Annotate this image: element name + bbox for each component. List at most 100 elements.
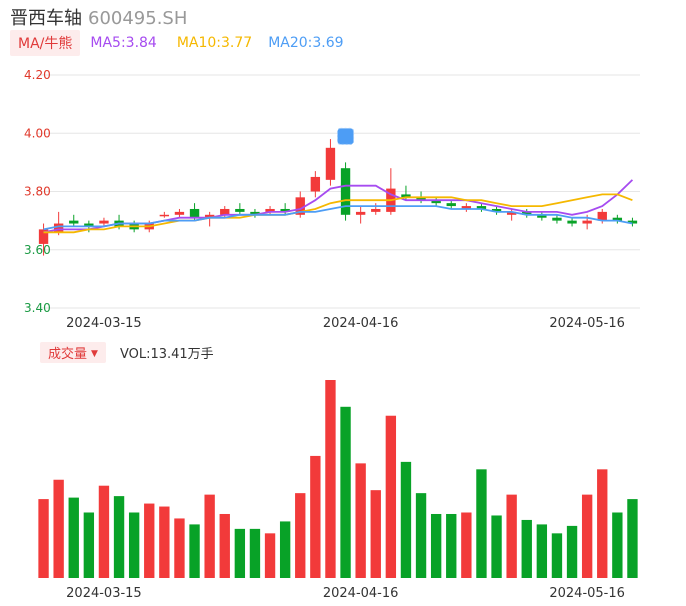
candle-body (371, 208, 381, 212)
volume-bar (310, 455, 321, 578)
volume-legend: 成交量 ▼ VOL:13.41万手 (40, 341, 214, 363)
volume-toggle-button[interactable]: 成交量 ▼ (40, 341, 106, 363)
candle-body (522, 211, 532, 215)
volume-bar (174, 518, 185, 578)
x-tick-label: 2024-05-16 (549, 586, 625, 601)
volume-bar (340, 406, 351, 578)
candle-body (280, 208, 290, 212)
candle-body (265, 208, 275, 212)
candle-body (537, 214, 547, 218)
volume-bar (204, 494, 215, 578)
price-grid (36, 74, 640, 309)
volume-bar (491, 515, 502, 578)
volume-bar (627, 499, 638, 578)
ma-line-ma10 (43, 193, 633, 234)
volume-bar (581, 494, 593, 578)
y-tick-label: 4.20 (24, 68, 51, 82)
ma20-label: MA20:3.69 (268, 35, 344, 51)
volume-bar (295, 493, 306, 578)
pin-icon (337, 127, 355, 145)
candle-body (476, 206, 487, 209)
candle-body (431, 200, 441, 204)
candle-body (235, 208, 245, 212)
candle-body (446, 203, 456, 207)
candle-body (189, 208, 200, 218)
volume-bar (189, 524, 200, 578)
volume-label: VOL:13.41万手 (119, 346, 214, 362)
volume-bar (566, 525, 578, 578)
volume-bar (325, 380, 336, 578)
ma-line-ma20 (43, 205, 633, 231)
ma5-label: MA5:3.84 (90, 35, 157, 51)
y-axis-ticks: 4.20 4.00 3.80 3.60 3.40 (24, 68, 51, 315)
y-tick-label: 4.00 (24, 126, 51, 140)
candle-body (416, 197, 426, 201)
volume-bar (234, 528, 246, 578)
y-tick-label: 3.80 (24, 185, 51, 199)
x-tick-label: 2024-03-15 (66, 586, 142, 601)
volume-bar (370, 490, 381, 578)
candle-body (310, 176, 321, 192)
candle-body (552, 217, 562, 221)
ma-legend: MA/牛熊 MA5:3.84 MA10:3.77 MA20:3.69 (10, 30, 344, 56)
volume-bar (461, 512, 472, 578)
volume-bar (597, 469, 608, 578)
x-tick-label: 2024-04-16 (323, 586, 399, 601)
volume-bar (430, 513, 442, 578)
volume-bar (536, 524, 548, 578)
x-tick-label: 2024-05-16 (549, 316, 625, 331)
stock-code: 600495.SH (88, 8, 188, 29)
ma-lines (43, 179, 634, 234)
y-tick-label: 3.40 (24, 301, 51, 315)
volume-bar (476, 469, 487, 578)
candle-body (491, 208, 502, 212)
candle-body (627, 220, 638, 224)
candle-body (582, 220, 592, 224)
volume-bar (144, 503, 155, 578)
candle-body (295, 197, 305, 215)
x-axis-ticks-price: 2024-03-15 2024-04-16 2024-05-16 (66, 316, 625, 331)
candle-body (220, 208, 230, 215)
volume-bar (53, 479, 64, 578)
volume-button-label: 成交量 (48, 346, 88, 362)
stock-title: 晋西车轴 600495.SH (10, 4, 187, 30)
volume-bar (83, 512, 95, 578)
candle-body (204, 214, 215, 218)
candle-body (84, 223, 94, 227)
volume-bar (264, 533, 276, 578)
candle-body (325, 147, 336, 180)
volume-bar (506, 494, 517, 578)
candle-body (250, 211, 260, 215)
volume-bar (521, 519, 532, 578)
candle-body (597, 211, 607, 221)
stock-name: 晋西车轴 (10, 8, 82, 29)
candle-body (159, 214, 170, 217)
volume-bar (415, 493, 427, 578)
candle-body (53, 223, 64, 233)
x-tick-label: 2024-03-15 (66, 316, 142, 331)
ma-toggle-button[interactable]: MA/牛熊 (10, 30, 81, 56)
volume-bar (113, 496, 125, 578)
candle-body (612, 217, 623, 221)
volume-bar (400, 461, 412, 578)
volume-bar (249, 528, 261, 578)
volume-bar (38, 499, 49, 578)
volume-bar (355, 463, 366, 578)
volume-bar (551, 533, 563, 578)
candle-body (99, 220, 109, 224)
volume-bar (385, 415, 397, 578)
candle-body (355, 211, 366, 215)
volume-bar (159, 506, 170, 578)
candle-body (567, 220, 577, 224)
pin-icon-shape (337, 127, 355, 145)
volume-bar (98, 485, 110, 578)
volume-bar (219, 513, 230, 578)
caret-down-icon: ▼ (91, 348, 98, 359)
candle-body (461, 206, 472, 209)
candle-body (506, 211, 517, 215)
volume-bar (128, 512, 140, 578)
candle-body (69, 220, 79, 224)
x-tick-label: 2024-04-16 (323, 316, 399, 331)
candle-body (340, 168, 351, 215)
